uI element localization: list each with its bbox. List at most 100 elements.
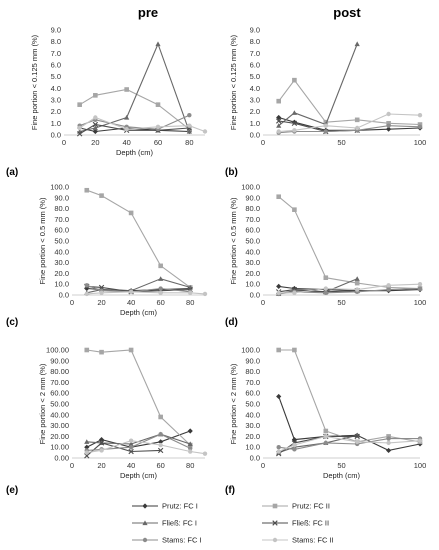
panel-label: (e) [6, 485, 18, 496]
data-point [386, 447, 392, 454]
data-point [98, 440, 105, 446]
x-tick-label: 40 [127, 461, 135, 470]
data-point [323, 123, 328, 128]
data-point [417, 282, 423, 287]
x-axis-title: Depth (cm) [116, 148, 154, 157]
data-point [84, 283, 89, 288]
series-line [278, 438, 420, 450]
data-point [124, 126, 129, 132]
y-tick-label: 70.00 [50, 378, 69, 387]
data-point [386, 121, 391, 126]
data-point [354, 117, 360, 123]
data-point [93, 93, 98, 98]
data-point [276, 393, 282, 400]
panel-label: (a) [6, 167, 18, 178]
y-tick-label: 8.0 [51, 37, 61, 46]
series-prutz-fc-ii [276, 77, 423, 127]
data-point [92, 128, 98, 135]
x-tick-label: 100 [414, 461, 427, 470]
data-point [202, 291, 208, 297]
x-tick-label: 100 [414, 298, 427, 307]
y-tick-label: 40.0 [54, 247, 69, 256]
y-axis-title: Fine portion < 0.5 mm (%) [229, 197, 238, 284]
column-title-pre: pre [138, 5, 158, 20]
data-point [188, 446, 193, 451]
data-point [157, 447, 164, 454]
data-point [276, 118, 282, 124]
y-tick-label: 0.00 [54, 454, 69, 463]
series-line [278, 287, 421, 295]
y-tick-label: 20.0 [245, 269, 260, 278]
y-tick-label: 0.0 [250, 291, 260, 300]
data-point [292, 347, 297, 353]
chart-panel-b: 0.0 1.0 2.0 3.0 4.0 5.0 6.0 7.0 8.0 9.0 0 50 100 Fine… [225, 26, 426, 179]
data-point [93, 115, 98, 120]
y-tick-label: 90.00 [50, 356, 69, 365]
x-tick-label: 100 [414, 138, 427, 147]
x-tick-label: 20 [97, 298, 105, 307]
legend-marker [272, 503, 278, 509]
data-point [292, 77, 297, 83]
data-point [158, 414, 163, 420]
data-point [77, 125, 82, 131]
x-tick-label: 60 [154, 138, 162, 147]
y-tick-label: 10.00 [50, 443, 69, 452]
panel-label: (d) [225, 317, 238, 328]
legend-marker [272, 537, 278, 543]
data-point [128, 210, 134, 216]
y-tick-label: 70.0 [245, 378, 260, 387]
y-tick-label: 20.00 [50, 432, 69, 441]
y-tick-label: 4.0 [51, 84, 61, 93]
x-axis-title: Depth (cm) [323, 471, 361, 480]
panel-label: (f) [225, 485, 235, 496]
legend-label: Stams: FC II [292, 536, 334, 545]
data-point [292, 447, 297, 452]
x-tick-label: 0 [62, 138, 66, 147]
data-point [158, 286, 163, 291]
y-tick-label: 9.0 [250, 26, 260, 35]
data-point [84, 450, 89, 455]
series-stams-fc-ii [84, 289, 208, 297]
data-point [187, 428, 193, 434]
data-point [98, 437, 105, 443]
data-point [323, 290, 328, 296]
x-tick-label: 0 [261, 138, 265, 147]
data-point [386, 436, 391, 441]
data-point [158, 442, 163, 448]
legend-marker [142, 520, 148, 526]
chart-panel-a: 0.0 1.0 2.0 3.0 4.0 5.0 6.0 7.0 8.0 9.0 0 20 40 60 80 D… [6, 26, 208, 178]
y-tick-label: 2.0 [250, 107, 260, 116]
data-point [276, 347, 281, 353]
data-point [386, 440, 391, 446]
data-point [276, 114, 282, 121]
y-tick-label: 2.0 [51, 107, 61, 116]
data-point [276, 290, 281, 296]
legend-label: Fließ: FC II [292, 519, 329, 528]
series-stams-fc-ii [276, 111, 423, 134]
x-tick-label: 0 [70, 298, 74, 307]
data-point [323, 275, 329, 281]
data-point [187, 123, 192, 128]
data-point [155, 124, 161, 130]
data-point [187, 112, 192, 118]
data-point [355, 287, 360, 292]
y-tick-label: 100.0 [50, 183, 69, 192]
series-line [278, 43, 358, 127]
series-line [278, 125, 421, 134]
y-tick-label: 60.00 [50, 389, 69, 398]
y-axis-title: Fine portion < 0.125 mm (%) [229, 34, 238, 130]
legend-label: Prutz: FC I [162, 502, 198, 511]
data-point [354, 433, 360, 440]
y-tick-label: 3.0 [250, 96, 260, 105]
data-point [276, 194, 281, 200]
chart-panel-c: 0.0 10.0 20.0 30.0 40.050.0 60.0 70.0 80.0 90.01… [6, 183, 208, 328]
x-tick-label: 20 [97, 461, 105, 470]
series-line [86, 440, 206, 455]
y-tick-label: 100.0 [241, 346, 260, 355]
data-point [158, 432, 163, 437]
y-tick-label: 10.0 [245, 443, 260, 452]
data-point [99, 193, 104, 198]
legend-item: Fließ: FC I [132, 519, 197, 528]
y-axis-title: Fine portion < 2 mm (%) [229, 363, 238, 444]
y-tick-label: 40.00 [50, 410, 69, 419]
